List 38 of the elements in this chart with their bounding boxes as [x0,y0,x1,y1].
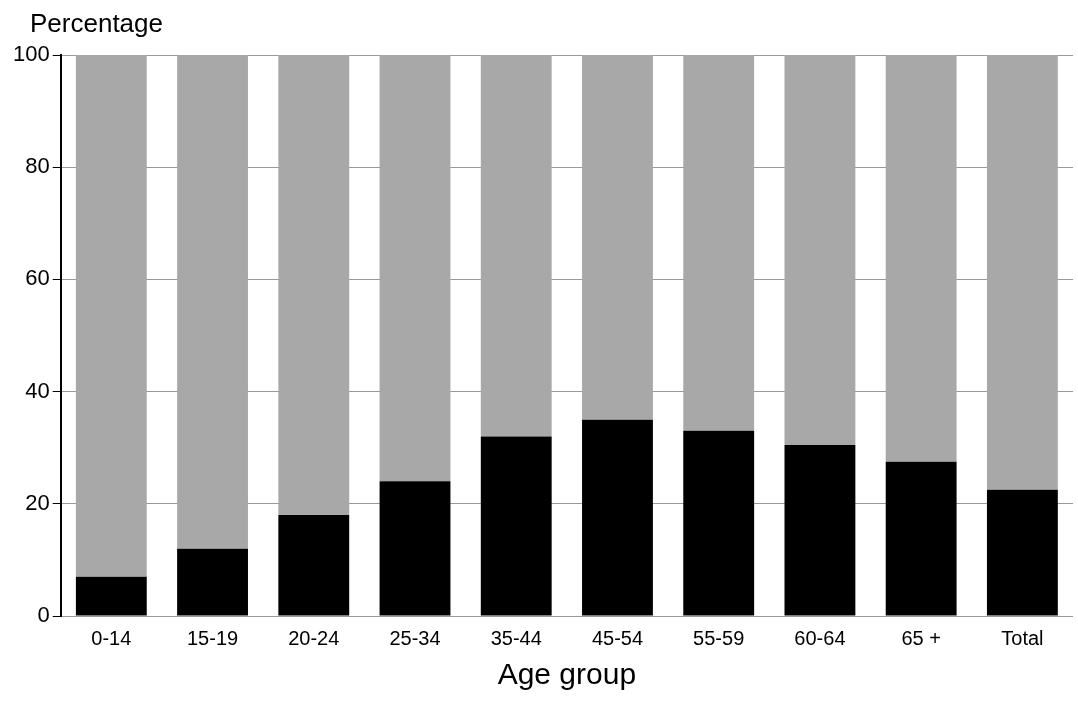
bar [75,576,147,616]
bar [986,55,1058,490]
bar [379,481,451,616]
bar [784,55,856,445]
y-tick-label: 60 [25,265,50,291]
y-axis-title: Percentage [30,8,163,39]
bar [278,55,350,516]
bar [885,461,957,616]
bar [379,55,451,482]
y-tick-label: 0 [37,602,50,628]
bar [177,55,248,549]
bar [683,430,755,616]
bar [683,55,755,431]
bar [582,55,653,420]
y-tick-label: 20 [25,489,50,515]
x-tick-label: 35-44 [490,626,542,649]
x-tick-label: 65 + [901,626,941,649]
y-tick-label: 40 [25,377,50,403]
y-tick-label: 100 [12,41,50,67]
bar [986,489,1058,616]
x-tick-label: 45-54 [591,626,644,649]
x-tick-label: 55-59 [693,626,745,649]
bar [177,548,248,616]
x-tick-label: 20-24 [288,626,340,649]
bar [278,515,350,616]
bar [784,444,856,616]
x-tick-label: 25-34 [389,626,441,649]
x-tick-label: 15-19 [186,626,239,649]
bar [75,55,147,577]
bar [885,55,957,462]
bar [480,55,552,437]
y-tick-label: 80 [25,153,50,179]
x-tick-label: 60-64 [794,626,846,649]
x-tick-label: 0-14 [91,626,132,649]
bar [582,419,653,616]
x-axis-title: Age group [497,657,637,691]
x-tick-label: Total [1001,626,1044,649]
bar [480,436,552,616]
